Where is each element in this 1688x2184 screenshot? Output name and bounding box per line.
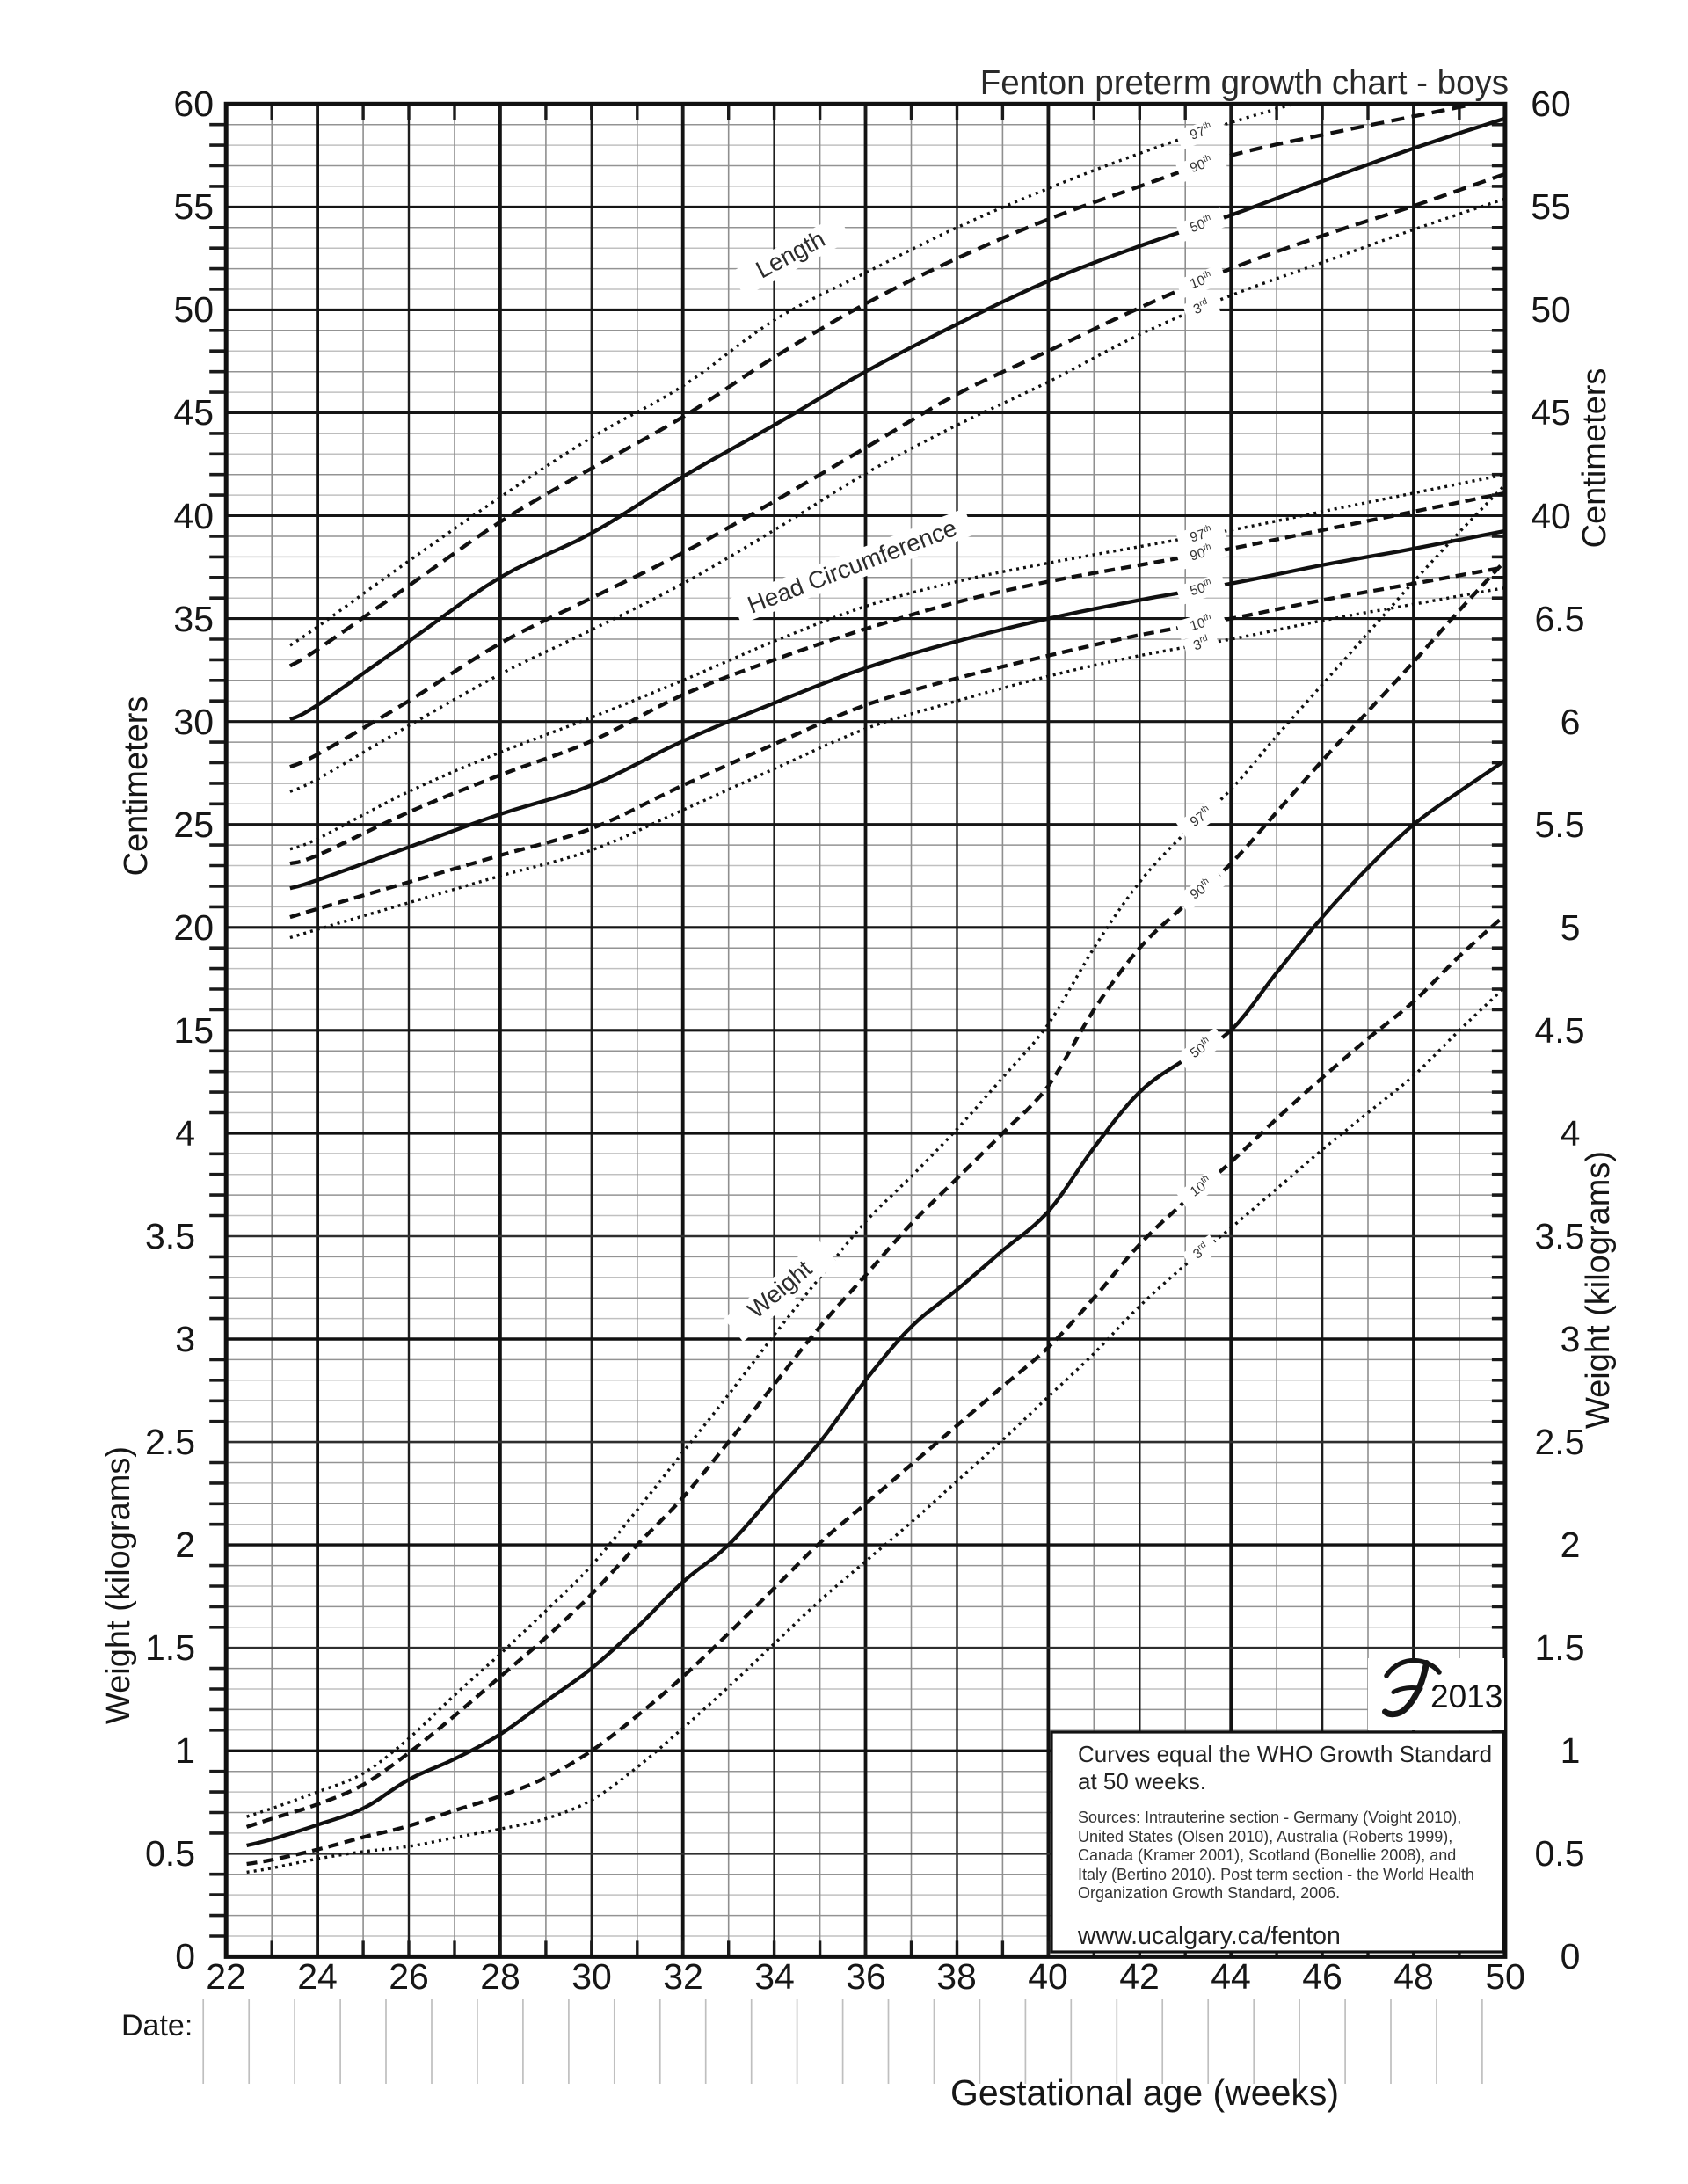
svg-text:36: 36 xyxy=(846,1956,886,1997)
svg-text:30: 30 xyxy=(571,1956,612,1997)
svg-text:60: 60 xyxy=(173,84,214,124)
svg-text:Fenton preterm growth chart -: Fenton preterm growth chart - boys xyxy=(980,64,1509,102)
svg-text:55: 55 xyxy=(1531,186,1571,227)
svg-text:40: 40 xyxy=(1028,1956,1068,1997)
svg-text:2: 2 xyxy=(1561,1525,1581,1565)
svg-text:www.ucalgary.ca/fenton: www.ucalgary.ca/fenton xyxy=(1077,1922,1341,1950)
svg-text:3.5: 3.5 xyxy=(145,1216,195,1256)
svg-text:45: 45 xyxy=(173,392,214,433)
svg-text:45: 45 xyxy=(1531,392,1571,433)
svg-text:50: 50 xyxy=(173,289,214,330)
svg-text:24: 24 xyxy=(297,1956,338,1997)
svg-text:35: 35 xyxy=(173,599,214,639)
svg-text:46: 46 xyxy=(1302,1956,1342,1997)
svg-text:Weight (kilograms): Weight (kilograms) xyxy=(100,1446,137,1724)
svg-text:40: 40 xyxy=(1531,496,1571,536)
svg-text:Canada (Kramer 2001), Scotland: Canada (Kramer 2001), Scotland (Bonellie… xyxy=(1078,1846,1456,1864)
svg-text:5: 5 xyxy=(1561,907,1581,948)
svg-text:42: 42 xyxy=(1119,1956,1160,1997)
svg-text:3: 3 xyxy=(1561,1319,1581,1359)
svg-text:0: 0 xyxy=(175,1936,195,1977)
svg-text:0: 0 xyxy=(1561,1936,1581,1977)
svg-text:2: 2 xyxy=(175,1525,195,1565)
svg-text:38: 38 xyxy=(936,1956,977,1997)
svg-text:6: 6 xyxy=(1561,702,1581,742)
svg-text:Weight (kilograms): Weight (kilograms) xyxy=(1580,1151,1617,1429)
svg-text:1.5: 1.5 xyxy=(145,1627,195,1668)
svg-text:3: 3 xyxy=(175,1319,195,1359)
svg-text:1.5: 1.5 xyxy=(1535,1627,1585,1668)
svg-text:4: 4 xyxy=(1561,1113,1581,1154)
svg-text:15: 15 xyxy=(173,1010,214,1051)
svg-text:50: 50 xyxy=(1531,289,1571,330)
svg-text:44: 44 xyxy=(1211,1956,1251,1997)
svg-text:Organization Growth Standard,: Organization Growth Standard, 2006. xyxy=(1078,1884,1340,1902)
svg-text:1: 1 xyxy=(175,1730,195,1771)
svg-text:22: 22 xyxy=(206,1956,246,1997)
svg-text:50: 50 xyxy=(1485,1956,1525,1997)
svg-text:5.5: 5.5 xyxy=(1535,804,1585,845)
svg-text:48: 48 xyxy=(1393,1956,1434,1997)
svg-text:Italy (Bertino 2010). Post ter: Italy (Bertino 2010). Post term section … xyxy=(1078,1866,1474,1883)
svg-text:28: 28 xyxy=(480,1956,520,1997)
svg-text:2.5: 2.5 xyxy=(1535,1422,1585,1462)
svg-text:United States (Olsen 2010), Au: United States (Olsen 2010), Australia (R… xyxy=(1078,1828,1452,1845)
svg-text:0.5: 0.5 xyxy=(1535,1833,1585,1874)
svg-text:55: 55 xyxy=(173,186,214,227)
svg-text:0.5: 0.5 xyxy=(145,1833,195,1874)
svg-text:26: 26 xyxy=(389,1956,429,1997)
svg-text:34: 34 xyxy=(754,1956,795,1997)
svg-text:at 50 weeks.: at 50 weeks. xyxy=(1078,1768,1206,1795)
svg-text:Date:: Date: xyxy=(121,2009,193,2042)
svg-text:2.5: 2.5 xyxy=(145,1422,195,1462)
svg-text:4: 4 xyxy=(175,1113,195,1154)
svg-text:30: 30 xyxy=(173,702,214,742)
svg-text:2013: 2013 xyxy=(1430,1678,1502,1714)
svg-text:3.5: 3.5 xyxy=(1535,1216,1585,1256)
svg-text:20: 20 xyxy=(173,907,214,948)
svg-text:Gestational age (weeks): Gestational age (weeks) xyxy=(950,2072,1339,2113)
svg-text:Sources: Intrauterine section: Sources: Intrauterine section - Germany … xyxy=(1078,1809,1461,1826)
svg-text:32: 32 xyxy=(663,1956,703,1997)
svg-text:Curves equal the WHO Growth St: Curves equal the WHO Growth Standard xyxy=(1078,1741,1492,1767)
svg-text:60: 60 xyxy=(1531,84,1571,124)
svg-text:6.5: 6.5 xyxy=(1535,599,1585,639)
svg-text:1: 1 xyxy=(1561,1730,1581,1771)
svg-text:40: 40 xyxy=(173,496,214,536)
svg-text:Centimeters: Centimeters xyxy=(1576,368,1613,549)
svg-text:4.5: 4.5 xyxy=(1535,1010,1585,1051)
svg-text:Centimeters: Centimeters xyxy=(118,696,155,877)
svg-text:25: 25 xyxy=(173,804,214,845)
